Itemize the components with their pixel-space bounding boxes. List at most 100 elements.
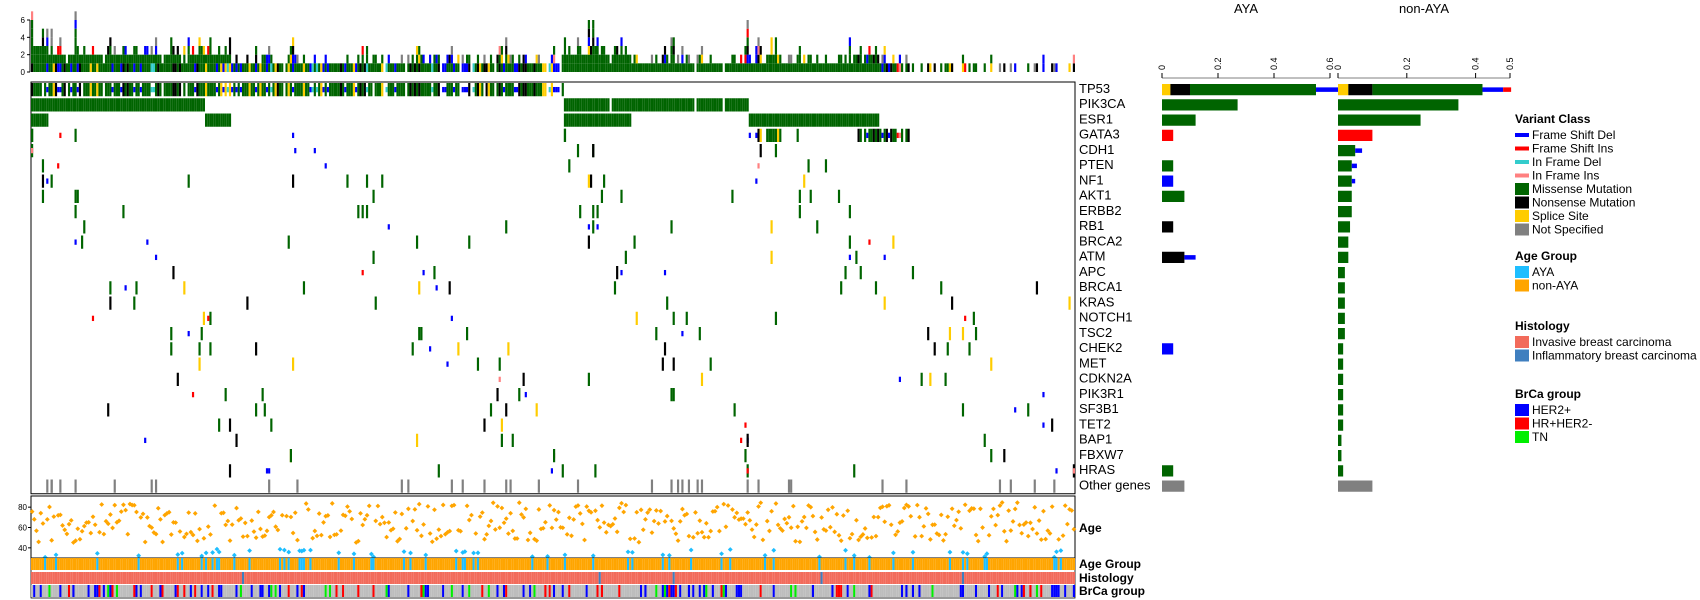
- age-group-cell: [903, 558, 906, 570]
- age-group-cell: [842, 558, 845, 570]
- top-bar-segment: [744, 63, 747, 72]
- histology-cell: [933, 572, 936, 584]
- brca-group-cell: [483, 585, 486, 597]
- top-bar-segment: [420, 63, 423, 72]
- age-point: [355, 538, 361, 544]
- mutation-cell-tp53: [183, 83, 186, 97]
- histology-cell: [846, 572, 849, 584]
- top-bar-segment: [457, 54, 460, 64]
- age-group-cell: [1005, 558, 1008, 570]
- histology-cell: [409, 572, 412, 584]
- mutation-cell-pik3ca: [126, 98, 129, 112]
- mutation-cell-bap1: [415, 433, 419, 447]
- mutation-cell-pik3ca: [131, 98, 134, 112]
- age-point: [838, 538, 844, 544]
- mutation-cell-tp53: [196, 83, 199, 97]
- brca-group-cell: [435, 585, 438, 597]
- age-group-cell: [1057, 558, 1060, 570]
- brca-group-cell: [307, 585, 310, 597]
- histology-cell: [624, 572, 627, 584]
- brca-group-cell: [583, 585, 586, 597]
- mutation-cell-gata3: [864, 128, 867, 142]
- top-bar-segment: [102, 63, 105, 72]
- mutation-cell-esr1: [846, 113, 849, 127]
- age-point: [1049, 504, 1055, 510]
- mutation-cell-esr1: [589, 113, 593, 127]
- histology-cell: [526, 572, 530, 584]
- mutation-cell-pik3ca: [655, 98, 658, 112]
- brca-group-cell: [937, 585, 941, 597]
- age-group-cell: [516, 558, 519, 570]
- mutation-cell-tp53: [118, 83, 121, 97]
- mutation-cell-other-genes: [74, 479, 77, 493]
- age-point: [762, 553, 768, 558]
- age-group-cell: [722, 558, 725, 570]
- histology-cell: [872, 572, 875, 584]
- mutation-cell-tp53: [63, 83, 66, 97]
- top-bar-segment: [787, 54, 791, 64]
- mutation-cell-esr1: [857, 113, 860, 127]
- age-point: [527, 530, 533, 536]
- top-bar-segment: [572, 54, 575, 64]
- age-point: [901, 505, 907, 511]
- mutation-cell-tsc2: [961, 327, 965, 341]
- top-bar-segment: [228, 37, 232, 46]
- age-point: [603, 529, 609, 535]
- brca-group-cell: [911, 585, 915, 597]
- mutation-cell-other-genes: [790, 479, 793, 493]
- top-bar-segment: [363, 63, 366, 72]
- mutation-cell-esr1: [587, 113, 590, 127]
- brca-group-cell: [546, 585, 549, 597]
- top-bar-segment: [657, 63, 660, 72]
- top-bar-segment: [104, 63, 108, 72]
- top-bar-segment: [620, 63, 623, 72]
- brca-group-cell: [402, 585, 406, 597]
- brca-group-cell: [502, 585, 506, 597]
- age-group-cell: [796, 558, 799, 570]
- top-bar-segment: [83, 63, 86, 72]
- age-group-cell: [74, 558, 77, 570]
- age-point: [549, 525, 555, 531]
- age-point: [873, 533, 879, 539]
- mutation-cell-brca1: [302, 281, 306, 295]
- age-group-cell: [94, 558, 97, 570]
- top-bar-segment: [289, 46, 292, 55]
- top-bar-segment: [522, 54, 525, 64]
- age-point: [669, 518, 674, 524]
- histology-cell: [772, 572, 775, 584]
- histology-cell: [48, 572, 51, 584]
- top-bar-segment: [87, 63, 90, 72]
- brca-group-cell: [446, 585, 449, 597]
- histology-cell: [877, 572, 880, 584]
- age-group-cell: [359, 558, 362, 570]
- top-bar-segment: [433, 54, 436, 64]
- histology-cell: [996, 572, 999, 584]
- top-bar-segment: [866, 54, 869, 64]
- mutation-cell-tsc2: [681, 330, 684, 337]
- histology-cell: [489, 572, 493, 584]
- top-bar-segment: [572, 63, 575, 72]
- top-bar-tick-label: 0: [21, 68, 26, 77]
- top-bar-segment: [46, 63, 49, 72]
- age-point: [201, 535, 207, 541]
- age-point: [184, 531, 189, 537]
- age-point: [973, 532, 979, 538]
- mutation-cell-esr1: [624, 113, 627, 127]
- brca-group-cell: [113, 585, 116, 597]
- brca-group-cell: [605, 585, 608, 597]
- mutation-cell-pik3ca: [118, 98, 121, 112]
- age-point: [986, 532, 992, 538]
- mutation-cell-apc: [172, 266, 175, 280]
- mutation-cell-gata3: [757, 128, 760, 142]
- top-bar-segment: [146, 63, 149, 72]
- top-bar-segment: [807, 63, 810, 72]
- top-bar-segment: [733, 63, 736, 72]
- top-bar-segment: [111, 63, 114, 72]
- top-bar-segment: [550, 54, 553, 64]
- top-bar-segment: [268, 54, 271, 64]
- age-group-cell: [470, 558, 473, 570]
- top-bar-segment: [98, 63, 101, 72]
- legend-label-aya: AYA: [1532, 265, 1554, 279]
- brca-group-cell: [640, 585, 643, 597]
